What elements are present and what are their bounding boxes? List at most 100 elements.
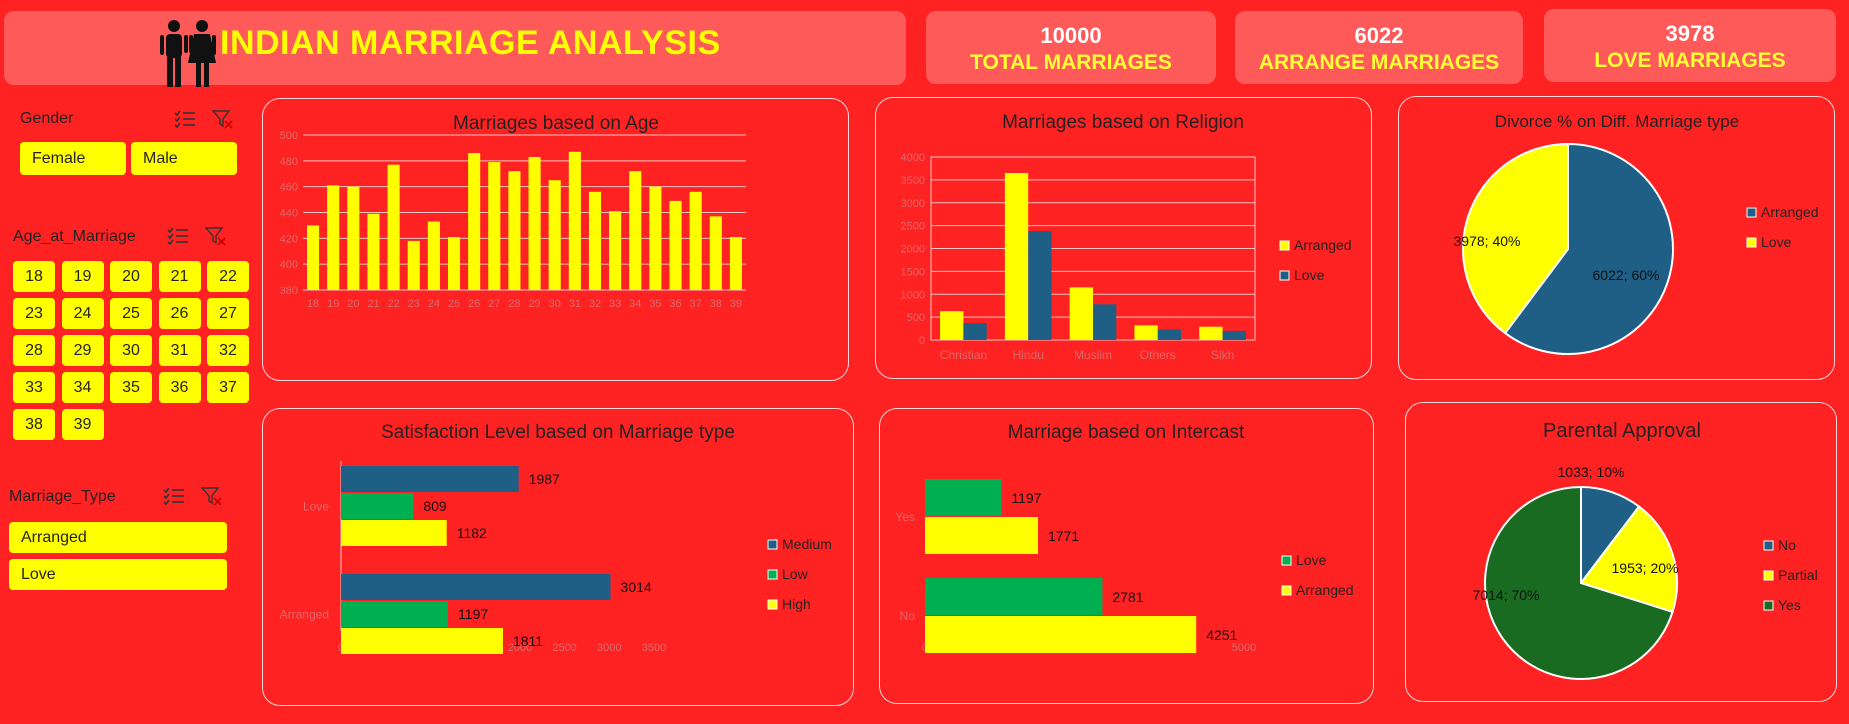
satisfaction-chart: Satisfaction Level based on Marriage typ… [280, 422, 832, 654]
age-option-26[interactable]: 26 [158, 298, 201, 329]
legend-swatch [767, 539, 778, 550]
x-tick-label: 2000 [508, 642, 532, 654]
gender-option-female[interactable]: Female [20, 142, 126, 175]
bar [1069, 287, 1093, 340]
age-option-27[interactable]: 27 [207, 298, 249, 329]
marriage-type-option-love[interactable]: Love [9, 559, 227, 590]
bar [327, 185, 340, 290]
bar [629, 171, 642, 290]
bar [588, 191, 602, 290]
pie-data-label: 1033; 10% [1558, 464, 1625, 480]
age-option-22[interactable]: 22 [207, 261, 249, 292]
bar [1199, 326, 1223, 340]
age-option-36[interactable]: 36 [158, 372, 201, 403]
age-option-24[interactable]: 24 [61, 298, 104, 329]
legend-swatch [767, 569, 778, 580]
age-option-21[interactable]: 21 [158, 261, 201, 292]
age-option-28[interactable]: 28 [13, 335, 55, 366]
age-option-31[interactable]: 31 [158, 335, 201, 366]
y-tick-label: 0 [919, 335, 925, 347]
age-clear-filter-icon[interactable] [204, 226, 227, 251]
y-tick-label: 420 [280, 233, 298, 245]
legend-swatch [1281, 585, 1292, 596]
x-tick-label: Muslim [1074, 348, 1112, 362]
age-option-32[interactable]: 32 [207, 335, 249, 366]
y-tick-label: 380 [280, 285, 298, 297]
x-tick-label: 18 [307, 298, 319, 310]
y-tick-label: Arranged [280, 608, 329, 622]
y-tick-label: 460 [280, 182, 298, 194]
x-tick-label: 2500 [552, 642, 576, 654]
legend-swatch [1763, 570, 1774, 581]
age-option-38[interactable]: 38 [13, 409, 55, 440]
bar [729, 237, 742, 290]
y-tick-label: No [900, 609, 916, 623]
age-option-29[interactable]: 29 [61, 335, 104, 366]
gender-option-male[interactable]: Male [131, 142, 237, 175]
age-option-37[interactable]: 37 [207, 372, 249, 403]
bar [427, 221, 440, 290]
divorce-chart: Divorce % on Diff. Marriage type 6022; 60… [1454, 112, 1819, 355]
x-tick-label: 24 [428, 298, 440, 310]
bar [341, 574, 611, 600]
data-label: 3014 [621, 579, 652, 595]
pie-slice [1462, 142, 1569, 335]
gender-clear-filter-icon[interactable] [211, 109, 234, 134]
age-option-20[interactable]: 20 [110, 261, 152, 292]
page-title: INDIAN MARRIAGE ANALYSIS [220, 24, 721, 62]
x-tick-label: 23 [408, 298, 420, 310]
religion-chart: Marriages based on Religion 0 500 1000 1500 2… [901, 112, 1352, 362]
bar [1134, 325, 1158, 340]
bar [1093, 304, 1117, 340]
age-option-34[interactable]: 34 [61, 372, 104, 403]
age-multiselect-icon[interactable] [167, 226, 189, 251]
marriage-type-clear-filter-icon[interactable] [200, 486, 223, 511]
legend-label: Love [1296, 552, 1327, 568]
bar [940, 311, 964, 340]
data-label: 1811 [513, 633, 543, 649]
y-tick-label: 480 [280, 156, 298, 168]
bar [669, 200, 682, 290]
age-option-23[interactable]: 23 [13, 298, 55, 329]
age-option-18[interactable]: 18 [13, 261, 55, 292]
bar [1004, 173, 1029, 340]
x-tick-label: 31 [569, 298, 581, 310]
age-slicer-title: Age_at_Marriage [13, 228, 136, 245]
legend-label: No [1778, 537, 1796, 553]
age-option-39[interactable]: 39 [61, 409, 104, 440]
chart-title: Divorce % on Diff. Marriage type [1495, 112, 1739, 131]
age-option-25[interactable]: 25 [110, 298, 152, 329]
age-option-35[interactable]: 35 [110, 372, 152, 403]
chart-title: Satisfaction Level based on Marriage typ… [381, 422, 735, 443]
bar [341, 601, 449, 627]
age-option-30[interactable]: 30 [110, 335, 152, 366]
age-option-19[interactable]: 19 [61, 261, 104, 292]
age-option-33[interactable]: 33 [13, 372, 55, 403]
bar [341, 493, 414, 519]
x-tick-label: 33 [609, 298, 621, 310]
legend-label: Arranged [1761, 204, 1819, 220]
pie-data-label: 3978; 40% [1454, 233, 1521, 249]
gender-multiselect-icon[interactable] [174, 109, 196, 134]
bar [1028, 231, 1052, 340]
legend-swatch [1763, 540, 1774, 551]
bar [488, 162, 501, 290]
marriage-type-slicer-title: Marriage_Type [9, 488, 116, 505]
data-label: 1987 [529, 471, 560, 487]
kpi-love-marriages: 3978 LOVE MARRIAGES [1544, 9, 1836, 82]
parental-chart-panel: Parental Approval 1033; 10% 1953; 20% 7014;… [1405, 402, 1837, 702]
marriage-type-option-arranged[interactable]: Arranged [9, 522, 227, 553]
x-tick-label: 38 [710, 298, 722, 310]
x-tick-label: 3500 [642, 642, 666, 654]
x-tick-label: Sikh [1211, 348, 1234, 362]
x-tick-label: 27 [488, 298, 500, 310]
pie-slice [1579, 505, 1678, 614]
kpi-arrange-marriages: 6022 ARRANGE MARRIAGES [1235, 11, 1523, 84]
marriage-type-multiselect-icon[interactable] [163, 486, 185, 511]
data-label: 1197 [458, 606, 488, 622]
x-tick-label: 29 [528, 298, 540, 310]
bar [925, 578, 1103, 615]
y-tick-label: 2500 [901, 221, 925, 233]
bar [341, 466, 519, 492]
couple-icon [160, 20, 216, 87]
